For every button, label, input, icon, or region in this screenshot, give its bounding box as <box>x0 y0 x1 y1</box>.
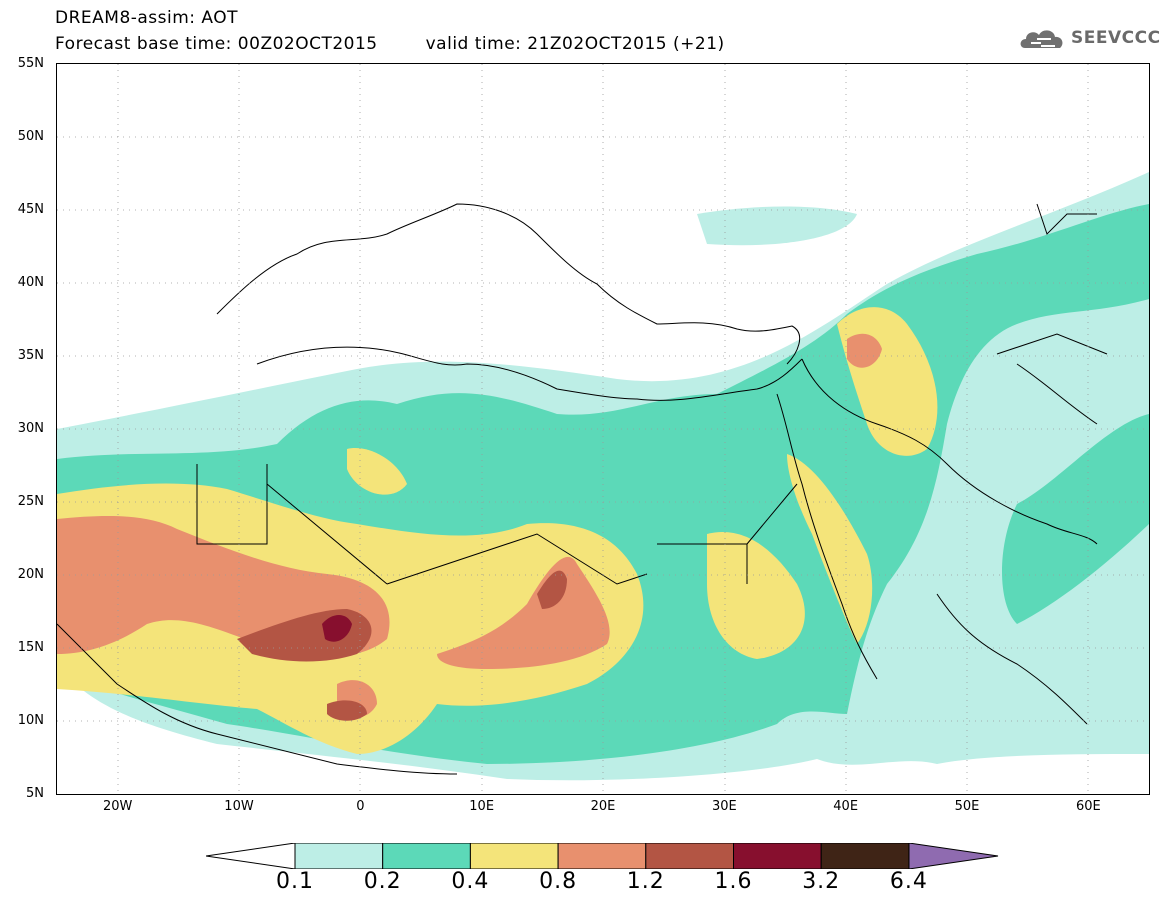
lon-label: 60E <box>1075 799 1101 814</box>
lon-label: 0 <box>356 799 365 814</box>
lat-label: 45N <box>17 202 44 217</box>
lon-label: 10W <box>224 799 254 814</box>
map-title: DREAM8-assim: AOT <box>55 8 239 28</box>
lat-label: 10N <box>17 713 44 728</box>
colorbar-label: 0.1 <box>276 869 314 894</box>
colorbar-label: 3.2 <box>802 869 841 894</box>
colorbar-label: 1.2 <box>626 869 665 894</box>
lat-label: 35N <box>17 348 44 363</box>
aot-map <box>56 63 1150 795</box>
lat-label: 30N <box>17 421 44 436</box>
colorbar-box <box>645 843 734 869</box>
colorbar-box <box>382 843 471 869</box>
lat-label: 20N <box>17 567 44 582</box>
aot-band-1-6 <box>322 615 352 642</box>
lat-label: 55N <box>17 56 44 71</box>
map-canvas <box>57 64 1149 794</box>
coastlines <box>57 203 1108 775</box>
colorbar <box>206 843 999 869</box>
lat-label: 50N <box>17 129 44 144</box>
lon-label: 20W <box>102 799 133 814</box>
colorbar-label: 0.4 <box>451 869 490 894</box>
colorbar-label: 0.2 <box>363 869 402 894</box>
cloud-icon <box>1020 30 1063 48</box>
colorbar-over <box>908 843 999 869</box>
colorbar-label: 1.6 <box>714 869 753 894</box>
lon-label: 40E <box>833 799 859 814</box>
lon-label: 10E <box>469 799 495 814</box>
colorbar-box <box>469 843 559 869</box>
logo-text: SEEVCCC <box>1071 28 1161 48</box>
colorbar-box <box>557 843 647 869</box>
lat-label: 40N <box>17 275 44 290</box>
lon-label: 50E <box>954 799 980 814</box>
colorbar-box <box>294 843 384 869</box>
forecast-times: Forecast base time: 00Z02OCT2015 valid ti… <box>55 34 725 54</box>
colorbar-under <box>206 843 296 869</box>
valid-time: valid time: 21Z02OCT2015 (+21) <box>425 34 725 54</box>
colorbar-label: 0.8 <box>539 869 578 894</box>
lat-label: 15N <box>17 640 44 655</box>
lon-label: 30E <box>711 799 737 814</box>
lon-label: 20E <box>590 799 616 814</box>
colorbar-box <box>820 843 910 869</box>
lat-label: 5N <box>26 786 44 801</box>
colorbar-boxes <box>294 843 910 869</box>
graticule <box>57 64 1149 794</box>
base-time: Forecast base time: 00Z02OCT2015 <box>55 34 378 54</box>
seevccc-logo: SEEVCCC <box>1017 24 1161 52</box>
lat-label: 25N <box>17 494 44 509</box>
colorbar-box <box>733 843 822 869</box>
colorbar-label: 6.4 <box>889 869 928 894</box>
